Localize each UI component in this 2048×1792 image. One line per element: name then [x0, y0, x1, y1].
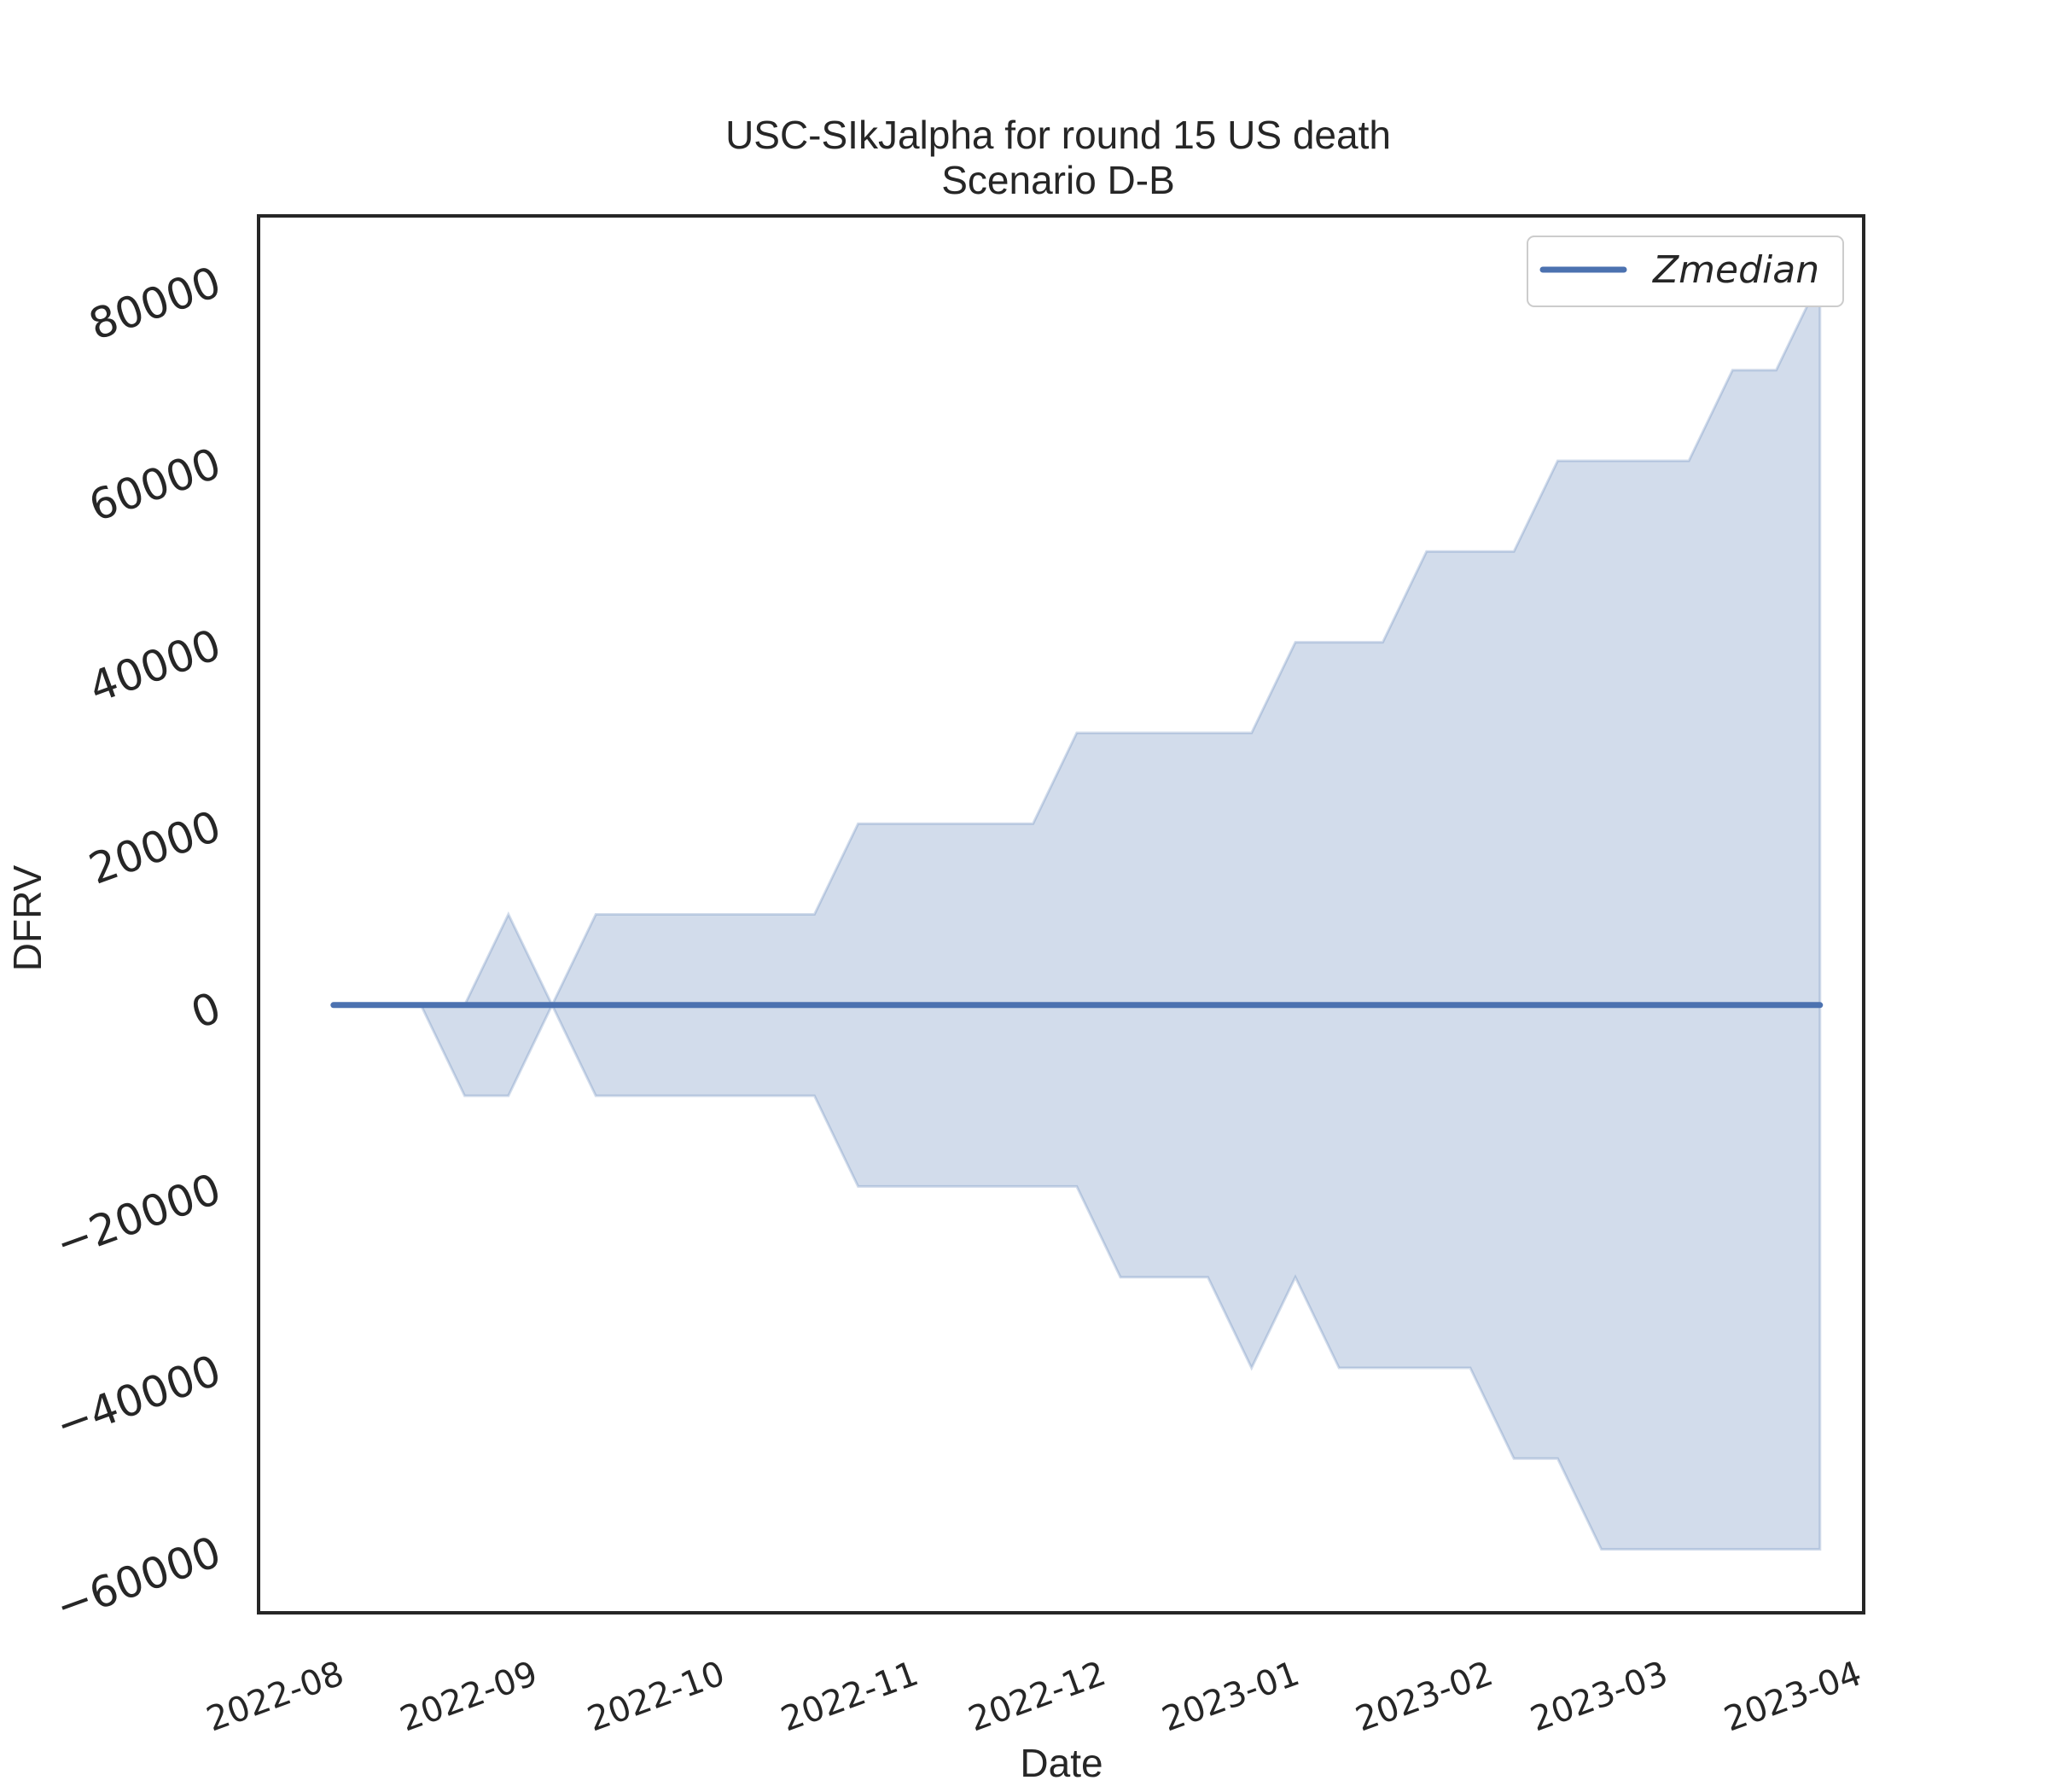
x-axis-label: Date: [1020, 1741, 1103, 1785]
y-tick-label: 60000: [83, 439, 227, 532]
legend-box: [1527, 236, 1844, 307]
legend-label-zmedian: Zmedian: [1652, 248, 1819, 292]
plot-frame: [257, 214, 1865, 1615]
legend: Zmedian: [1527, 236, 1844, 307]
y-tick-label: −40000: [49, 1346, 228, 1451]
y-axis-label: DFRV: [5, 864, 49, 971]
y-tick-label: −60000: [49, 1527, 228, 1632]
x-tick-label: 2022-11: [776, 1654, 923, 1739]
y-tick-label: 40000: [83, 620, 227, 713]
x-tick-label: 2022-09: [395, 1654, 543, 1739]
y-tick-label: 80000: [83, 257, 227, 350]
chart-subtitle: Scenario D-B: [941, 158, 1175, 202]
x-tick-label: 2022-12: [963, 1654, 1111, 1739]
x-tick-label: 2023-03: [1526, 1654, 1673, 1739]
confidence-band: [333, 278, 1822, 1551]
y-tick-label: 20000: [83, 801, 227, 894]
x-tick-label: 2022-08: [201, 1654, 349, 1739]
x-tick-label: 2023-01: [1157, 1654, 1305, 1739]
y-tick-label: 0: [185, 982, 228, 1038]
y-tick-label: −20000: [49, 1164, 228, 1269]
chart-title: USC-SIkJalpha for round 15 US death: [725, 113, 1391, 157]
x-tick-label: 2023-02: [1351, 1654, 1498, 1739]
x-tick-label: 2022-10: [583, 1654, 730, 1739]
x-tick-label: 2023-04: [1719, 1654, 1867, 1739]
